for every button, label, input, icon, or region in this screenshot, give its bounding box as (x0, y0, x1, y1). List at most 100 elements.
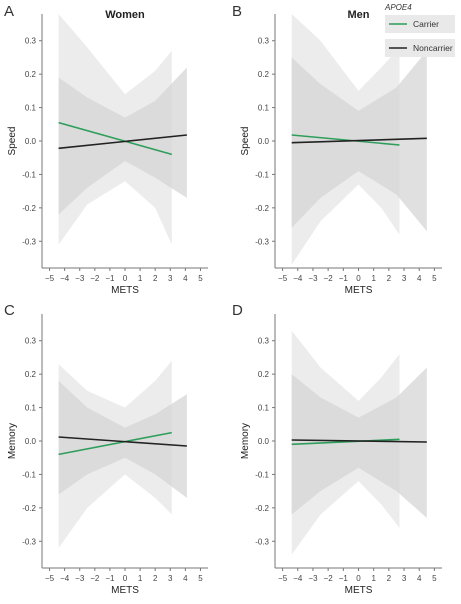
y-tick-label: 0.0 (258, 437, 270, 446)
y-tick-label: -0.2 (255, 204, 269, 213)
y-tick-label: 0.1 (258, 104, 270, 113)
x-axis-label: METS (111, 585, 139, 596)
y-tick-label: 0.2 (258, 70, 270, 79)
x-tick-label: 4 (183, 274, 188, 283)
y-tick-label: 0.2 (25, 370, 37, 379)
panel-title: Men (348, 9, 370, 21)
panel-letter: C (4, 302, 15, 319)
x-tick-label: 3 (402, 274, 407, 283)
series-line-noncarrier (291, 137, 427, 144)
y-tick-label: 0.0 (258, 137, 270, 146)
y-tick-label: 0.3 (25, 37, 37, 46)
y-tick-label: -0.3 (22, 537, 36, 546)
y-tick-label: -0.3 (255, 237, 269, 246)
x-tick-label: 3 (168, 574, 173, 583)
y-tick-label: -0.2 (22, 204, 36, 213)
panel-a: A Women -0.3 -0.2 -0.1 0.0 0.1 0.2 0.3 −5 −4 −3 −2 −1… (4, 3, 208, 296)
x-tick-label: −1 (339, 274, 349, 283)
x-axis-label: METS (345, 285, 373, 296)
x-tick-label: 4 (417, 274, 422, 283)
x-tick-label: −3 (75, 274, 85, 283)
x-tick-label: 5 (432, 274, 437, 283)
series-line-noncarrier (291, 439, 427, 443)
y-tick-label: 0.3 (258, 337, 270, 346)
x-tick-label: 2 (387, 274, 392, 283)
series-line-noncarrier (58, 134, 187, 150)
x-tick-label: 2 (387, 574, 392, 583)
x-tick-label: 2 (153, 274, 158, 283)
x-tick-label: −2 (90, 574, 100, 583)
x-tick-label: 1 (138, 274, 143, 283)
x-tick-label: −4 (293, 274, 303, 283)
legend-label-noncarrier: Noncarrier (413, 43, 453, 53)
panel-letter: B (232, 3, 242, 20)
y-tick-label: 0.0 (25, 437, 37, 446)
x-tick-label: 3 (168, 274, 173, 283)
x-tick-label: 5 (198, 274, 203, 283)
x-tick-label: −1 (339, 574, 349, 583)
y-tick-label: 0.3 (25, 337, 37, 346)
x-tick-label: −5 (278, 574, 288, 583)
x-tick-label: −1 (105, 274, 115, 283)
y-tick-label: 0.2 (25, 70, 37, 79)
confidence-band-noncarrier (58, 380, 187, 498)
legend-label-carrier: Carrier (413, 19, 439, 29)
y-tick-label: 0.0 (25, 137, 37, 146)
y-tick-label: -0.2 (255, 504, 269, 513)
confidence-band-noncarrier (291, 367, 427, 518)
x-tick-label: 1 (371, 574, 376, 583)
y-tick-label: -0.1 (255, 470, 269, 479)
x-tick-label: −2 (324, 574, 334, 583)
x-tick-label: −4 (60, 574, 70, 583)
x-tick-label: 0 (356, 274, 361, 283)
x-tick-label: −1 (105, 574, 115, 583)
series-line-carrier (58, 431, 172, 456)
x-tick-label: −3 (75, 574, 85, 583)
x-tick-label: 1 (371, 274, 376, 283)
x-tick-label: −4 (60, 274, 70, 283)
y-tick-label: 0.1 (258, 404, 270, 413)
series-line-carrier (291, 134, 400, 146)
panel-b: B Men -0.3 -0.2 -0.1 0.0 0.1 0.2 0.3 −5 −4 −3 −2 −1 0 1… (232, 3, 442, 296)
panel-d: D -0.3 -0.2 -0.1 0.0 0.1 0.2 0.3 −5 −4 −3 −2 −1 0 1 2 3 4… (232, 302, 442, 596)
series-line-carrier (58, 121, 172, 156)
panel-title: Women (105, 9, 145, 21)
y-tick-label: 0.1 (25, 104, 37, 113)
x-tick-label: −5 (45, 274, 55, 283)
legend-key-background (385, 39, 455, 57)
x-axis-label: METS (345, 585, 373, 596)
x-tick-label: 0 (123, 274, 128, 283)
y-tick-label: 0.1 (25, 404, 37, 413)
panel-letter: A (4, 3, 14, 20)
y-tick-label: -0.1 (255, 170, 269, 179)
legend-title: APOE4 (384, 3, 412, 12)
x-tick-label: −5 (45, 574, 55, 583)
y-axis-label: Memory (240, 423, 251, 459)
x-tick-label: −2 (324, 274, 334, 283)
y-axis-label: Speed (7, 127, 18, 156)
panel-letter: D (232, 302, 243, 319)
panel-c: C -0.3 -0.2 -0.1 0.0 0.1 0.2 0.3 −5 −4 −3 −2 −1 0 1 2 3 4… (4, 302, 208, 596)
y-tick-label: -0.3 (22, 237, 36, 246)
x-tick-label: −5 (278, 274, 288, 283)
x-tick-label: 1 (138, 574, 143, 583)
y-axis-label: Speed (240, 127, 251, 156)
legend-key-background (385, 15, 455, 33)
x-tick-label: 4 (183, 574, 188, 583)
x-tick-label: 5 (432, 574, 437, 583)
y-tick-label: -0.1 (22, 170, 36, 179)
x-tick-label: 0 (123, 574, 128, 583)
x-tick-label: 2 (153, 574, 158, 583)
x-tick-label: 0 (356, 574, 361, 583)
x-axis-label: METS (111, 285, 139, 296)
y-tick-label: 0.3 (258, 37, 270, 46)
x-tick-label: 5 (198, 574, 203, 583)
series-line-noncarrier (58, 436, 187, 447)
y-axis-label: Memory (7, 423, 18, 459)
y-tick-label: 0.2 (258, 370, 270, 379)
y-tick-label: -0.1 (22, 470, 36, 479)
x-tick-label: 4 (417, 574, 422, 583)
